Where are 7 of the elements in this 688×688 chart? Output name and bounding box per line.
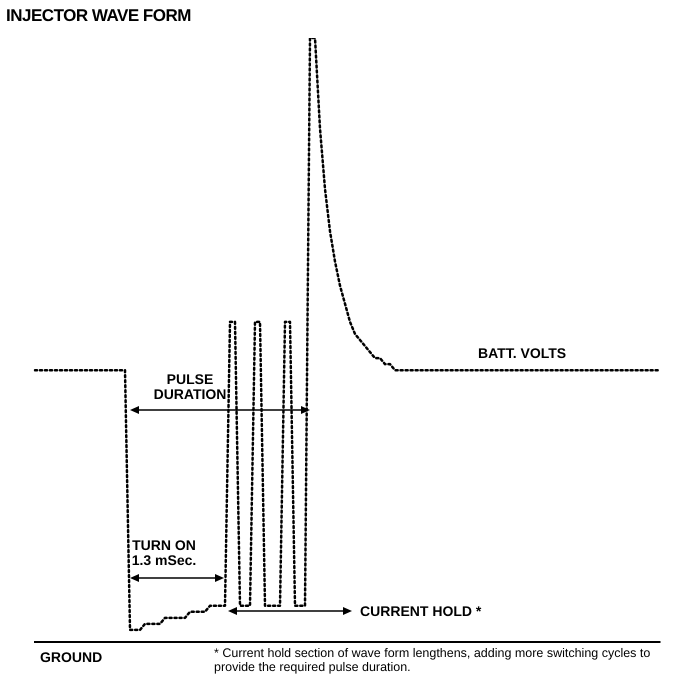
annotation: TURN ON 1.3 mSec. [130,537,198,568]
annotation: PULSE DURATION [152,371,228,402]
annotation: BATT. VOLTS [478,345,566,361]
annotation: CURRENT HOLD * [360,603,482,619]
text: * Current hold section of wave form lengthens, adding more switching cycles to provide the required pulse duration. [214,646,652,674]
chart-title: INJECTOR WAVE FORM [6,6,191,25]
text: GROUND [40,649,102,665]
